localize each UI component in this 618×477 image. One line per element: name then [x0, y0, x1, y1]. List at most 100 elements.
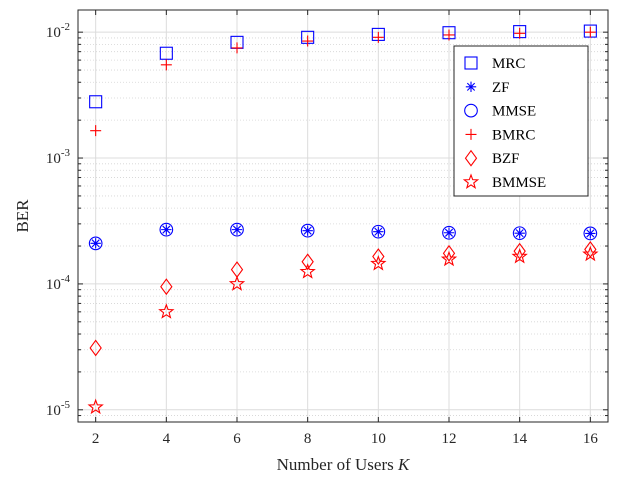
legend-item-zf: ZF	[465, 80, 510, 96]
plot-frame	[77, 9, 609, 423]
data-point	[87, 398, 104, 415]
marker-plus	[584, 26, 596, 38]
data-point	[88, 236, 103, 251]
legend-marker	[464, 149, 478, 167]
marker-circle	[88, 236, 103, 251]
marker-diamond	[464, 149, 478, 167]
y-tick-base: 10	[46, 25, 61, 41]
data-point	[514, 227, 525, 239]
legend-marker	[465, 128, 477, 140]
y-tick-exponent: -3	[61, 147, 71, 159]
marker-star	[158, 303, 175, 319]
data-point	[89, 339, 102, 357]
data-point	[442, 225, 456, 240]
y-tick-exponent: -2	[61, 21, 70, 33]
series-zf	[90, 224, 596, 249]
y-tick-exponent: -4	[61, 273, 71, 285]
marker-asterisk	[90, 238, 101, 249]
data-point	[372, 31, 384, 43]
x-tick-label: 14	[512, 431, 528, 447]
legend: MRC ZF MMSE BMRC BZF BMMSE	[453, 45, 589, 197]
data-point	[442, 244, 456, 262]
legend-label: MMSE	[492, 104, 536, 120]
marker-plus	[514, 27, 526, 39]
marker-star	[87, 398, 104, 415]
legend-label: BMRC	[492, 127, 535, 143]
x-tick-label: 2	[92, 431, 100, 447]
series-bmrc	[90, 26, 596, 137]
marker-asterisk	[585, 228, 596, 239]
marker-asterisk	[373, 226, 384, 237]
data-point	[90, 238, 101, 249]
marker-star	[462, 173, 480, 189]
data-point	[370, 255, 387, 271]
data-point	[582, 245, 599, 262]
data-point	[583, 226, 598, 241]
data-point	[89, 95, 103, 109]
data-point	[160, 59, 172, 71]
marker-plus	[443, 29, 455, 41]
y-tick-exponent: -5	[61, 399, 71, 411]
marker-square	[89, 95, 103, 109]
marker-star	[440, 250, 458, 267]
marker-star	[370, 255, 387, 271]
data-point	[371, 224, 386, 239]
data-point	[373, 226, 384, 237]
data-point	[443, 29, 455, 41]
data-point	[231, 224, 243, 235]
marker-circle	[464, 103, 478, 118]
series-bmmse	[87, 245, 599, 415]
data-point	[511, 247, 528, 264]
marker-star	[228, 275, 246, 291]
marker-diamond	[160, 278, 173, 296]
data-series	[87, 24, 599, 415]
legend-label: ZF	[492, 80, 510, 96]
marker-asterisk	[161, 224, 172, 235]
data-point	[228, 275, 246, 291]
legend-item-mrc: MRC	[464, 56, 525, 72]
marker-diamond	[301, 253, 314, 271]
marker-circle	[371, 224, 386, 239]
x-tick-label: 10	[371, 431, 386, 447]
data-point	[159, 222, 174, 237]
data-point	[440, 250, 458, 267]
data-point	[512, 226, 527, 241]
marker-square	[464, 56, 478, 70]
y-tick-base: 10	[46, 403, 61, 419]
marker-plus	[372, 31, 384, 43]
legend-label: BZF	[492, 151, 520, 167]
marker-diamond	[513, 242, 526, 260]
x-tick-label: 12	[442, 431, 457, 447]
data-point	[231, 42, 243, 54]
marker-plus	[465, 128, 477, 140]
marker-asterisk	[514, 227, 525, 239]
marker-star	[582, 245, 599, 262]
data-point	[302, 35, 314, 47]
x-tick-label: 8	[304, 431, 312, 447]
data-point	[585, 228, 596, 239]
x-axis-ticks: 2 4 6 8 10 12 14 16	[92, 10, 598, 447]
legend-box	[453, 45, 589, 197]
legend-marker	[464, 56, 478, 70]
data-point	[443, 227, 455, 238]
marker-circle	[159, 222, 174, 237]
marker-diamond	[442, 244, 456, 262]
series-mmse	[88, 222, 598, 251]
marker-circle	[583, 226, 598, 241]
y-axis-label: BER	[13, 199, 32, 233]
x-axis-label-text: Number of Users	[277, 455, 394, 474]
legend-label: BMMSE	[492, 175, 546, 191]
data-point	[513, 242, 526, 260]
data-point	[161, 224, 172, 235]
data-point	[299, 263, 316, 279]
y-tick-base: 10	[46, 277, 61, 293]
marker-diamond	[89, 339, 102, 357]
marker-plus	[231, 42, 243, 54]
legend-item-mmse: MMSE	[464, 103, 536, 120]
marker-circle	[300, 223, 315, 238]
x-tick-label: 6	[233, 431, 241, 447]
marker-asterisk	[302, 225, 313, 236]
marker-star	[299, 263, 316, 279]
marker-circle	[230, 222, 244, 237]
